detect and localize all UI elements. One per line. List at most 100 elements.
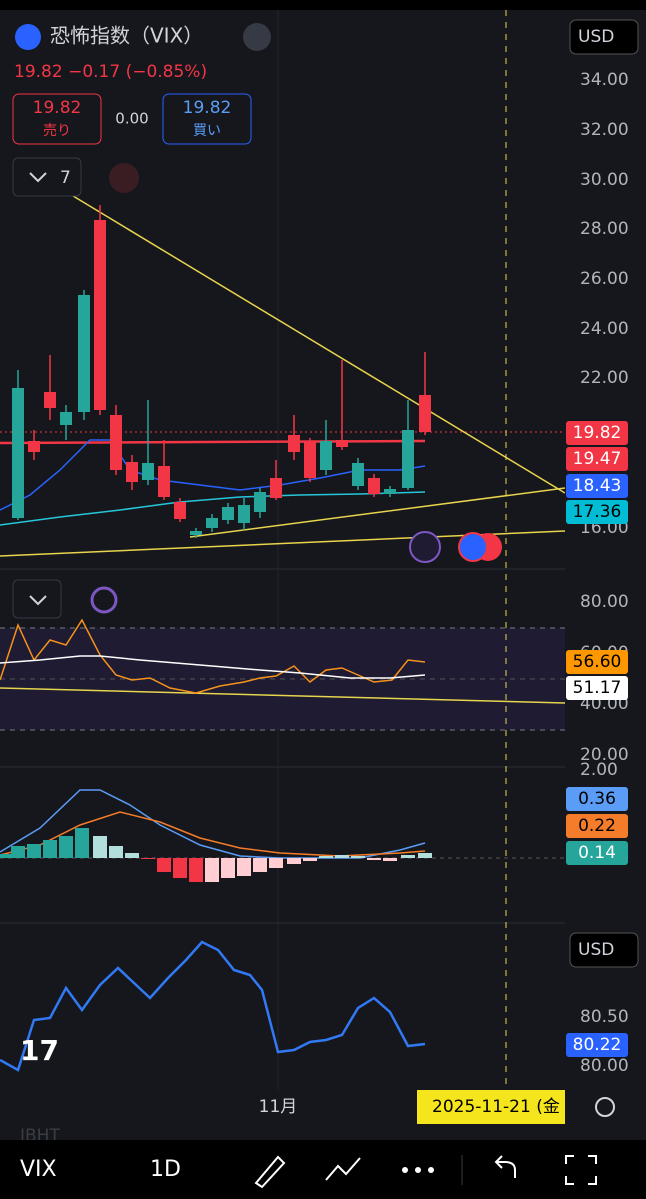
price-badge-label: 51.17 bbox=[573, 678, 622, 698]
axis-label: 30.00 bbox=[580, 170, 629, 190]
macd-bar bbox=[418, 853, 432, 858]
fullscreen-button[interactable] bbox=[565, 1155, 597, 1185]
candle-body bbox=[174, 502, 186, 519]
moving-average bbox=[0, 439, 426, 445]
symbol-title: 恐怖指数（VIX） bbox=[50, 24, 203, 48]
more-button[interactable] bbox=[402, 1167, 434, 1173]
candle-body bbox=[288, 435, 300, 452]
candle-body bbox=[238, 505, 250, 523]
candle-body bbox=[78, 295, 90, 412]
chevron bbox=[29, 595, 47, 606]
candle-body bbox=[368, 478, 380, 494]
settings-icon[interactable] bbox=[595, 1097, 615, 1117]
price-badge-label: 80.22 bbox=[573, 1035, 622, 1055]
price-badge bbox=[566, 787, 628, 811]
price-badge-label: 17.36 bbox=[573, 502, 622, 522]
currency-button[interactable] bbox=[569, 19, 639, 55]
symbol-button[interactable]: VIX bbox=[20, 1157, 57, 1182]
chevron bbox=[29, 172, 47, 183]
macd-bar bbox=[75, 828, 89, 858]
currency[interactable]: USD bbox=[578, 27, 614, 47]
candle-body bbox=[336, 440, 348, 447]
axis-label: 2.00 bbox=[580, 760, 618, 780]
indicator-count[interactable]: 7 bbox=[60, 168, 71, 188]
indicator-button[interactable] bbox=[325, 1157, 361, 1181]
currency-button[interactable] bbox=[569, 932, 639, 968]
candle-body bbox=[190, 531, 202, 535]
macd-bar bbox=[27, 844, 41, 858]
price-badge bbox=[566, 447, 628, 471]
month-label: 11月 bbox=[259, 1097, 298, 1117]
macd-bar bbox=[287, 858, 301, 864]
candle-body bbox=[126, 462, 138, 482]
buy-price[interactable]: 19.82 bbox=[183, 98, 232, 118]
axis-label: 20.00 bbox=[580, 745, 629, 765]
currency[interactable]: USD bbox=[578, 940, 614, 960]
axis-label: 80.50 bbox=[580, 1007, 629, 1027]
macd-bar bbox=[319, 856, 333, 858]
undo-button[interactable] bbox=[494, 1155, 516, 1178]
candle-body bbox=[222, 507, 234, 520]
indicators-toggle[interactable] bbox=[12, 157, 82, 197]
candle-body bbox=[44, 392, 56, 408]
trend-line bbox=[0, 687, 566, 704]
macd-bar bbox=[157, 858, 171, 872]
macd-bar bbox=[189, 858, 203, 882]
trend-line bbox=[189, 487, 566, 538]
price-badge-label: 18.43 bbox=[573, 476, 622, 496]
rsi-average bbox=[0, 655, 426, 679]
candle-body bbox=[352, 463, 364, 486]
axis-label: 22.00 bbox=[580, 368, 629, 388]
macd-bar bbox=[59, 836, 73, 858]
macd-bar bbox=[109, 846, 123, 858]
flag-icon bbox=[458, 532, 488, 562]
comparison-line bbox=[0, 940, 426, 1072]
price-badge bbox=[566, 814, 628, 838]
candle-body bbox=[28, 441, 40, 452]
trend-line bbox=[29, 169, 566, 494]
candle-body bbox=[142, 463, 154, 480]
macd-bar bbox=[351, 856, 365, 858]
sell-button[interactable] bbox=[12, 93, 102, 145]
price-badge bbox=[566, 500, 628, 524]
buy-button[interactable] bbox=[162, 93, 252, 145]
pane-toggle[interactable] bbox=[12, 579, 62, 619]
price-badge bbox=[566, 841, 628, 865]
interval-button[interactable]: 1D bbox=[150, 1157, 181, 1182]
price-badge-label: 19.47 bbox=[573, 449, 622, 469]
macd-bar bbox=[401, 855, 415, 858]
candle-body bbox=[419, 395, 431, 432]
flag-icon bbox=[15, 24, 41, 50]
price-badge-label: 19.82 bbox=[573, 423, 622, 443]
axis-label: 32.00 bbox=[580, 120, 629, 140]
macd-bar bbox=[205, 858, 219, 882]
price-badge bbox=[566, 676, 628, 700]
rsi-line bbox=[0, 618, 426, 694]
macd-bar bbox=[269, 858, 283, 868]
collapse-button[interactable] bbox=[243, 23, 271, 51]
macd-bar bbox=[221, 858, 235, 878]
sell-price[interactable]: 19.82 bbox=[33, 98, 82, 118]
price-badge bbox=[566, 474, 628, 498]
axis-label: 80.00 bbox=[580, 592, 629, 612]
price-badge-label: 0.22 bbox=[578, 816, 616, 836]
buy-label[interactable]: 買い bbox=[193, 123, 221, 139]
candle-body bbox=[110, 415, 122, 470]
macd-bar bbox=[335, 855, 349, 858]
price-badge bbox=[566, 421, 628, 445]
price-badge bbox=[566, 650, 628, 674]
sell-label[interactable]: 売り bbox=[43, 123, 71, 139]
draw-button[interactable] bbox=[254, 1155, 286, 1189]
candle-body bbox=[254, 492, 266, 512]
price-badge-label: 0.36 bbox=[578, 789, 616, 809]
candle-body bbox=[320, 441, 332, 470]
candle-body bbox=[384, 489, 396, 494]
price-badge bbox=[566, 1033, 628, 1057]
macd-bar bbox=[0, 854, 11, 858]
status-bar bbox=[0, 0, 646, 10]
candle-body bbox=[158, 466, 170, 497]
spread: 0.00 bbox=[115, 110, 148, 128]
quote: 19.82 −0.17 (−0.85%) bbox=[14, 62, 207, 82]
date-badge bbox=[417, 1090, 565, 1124]
